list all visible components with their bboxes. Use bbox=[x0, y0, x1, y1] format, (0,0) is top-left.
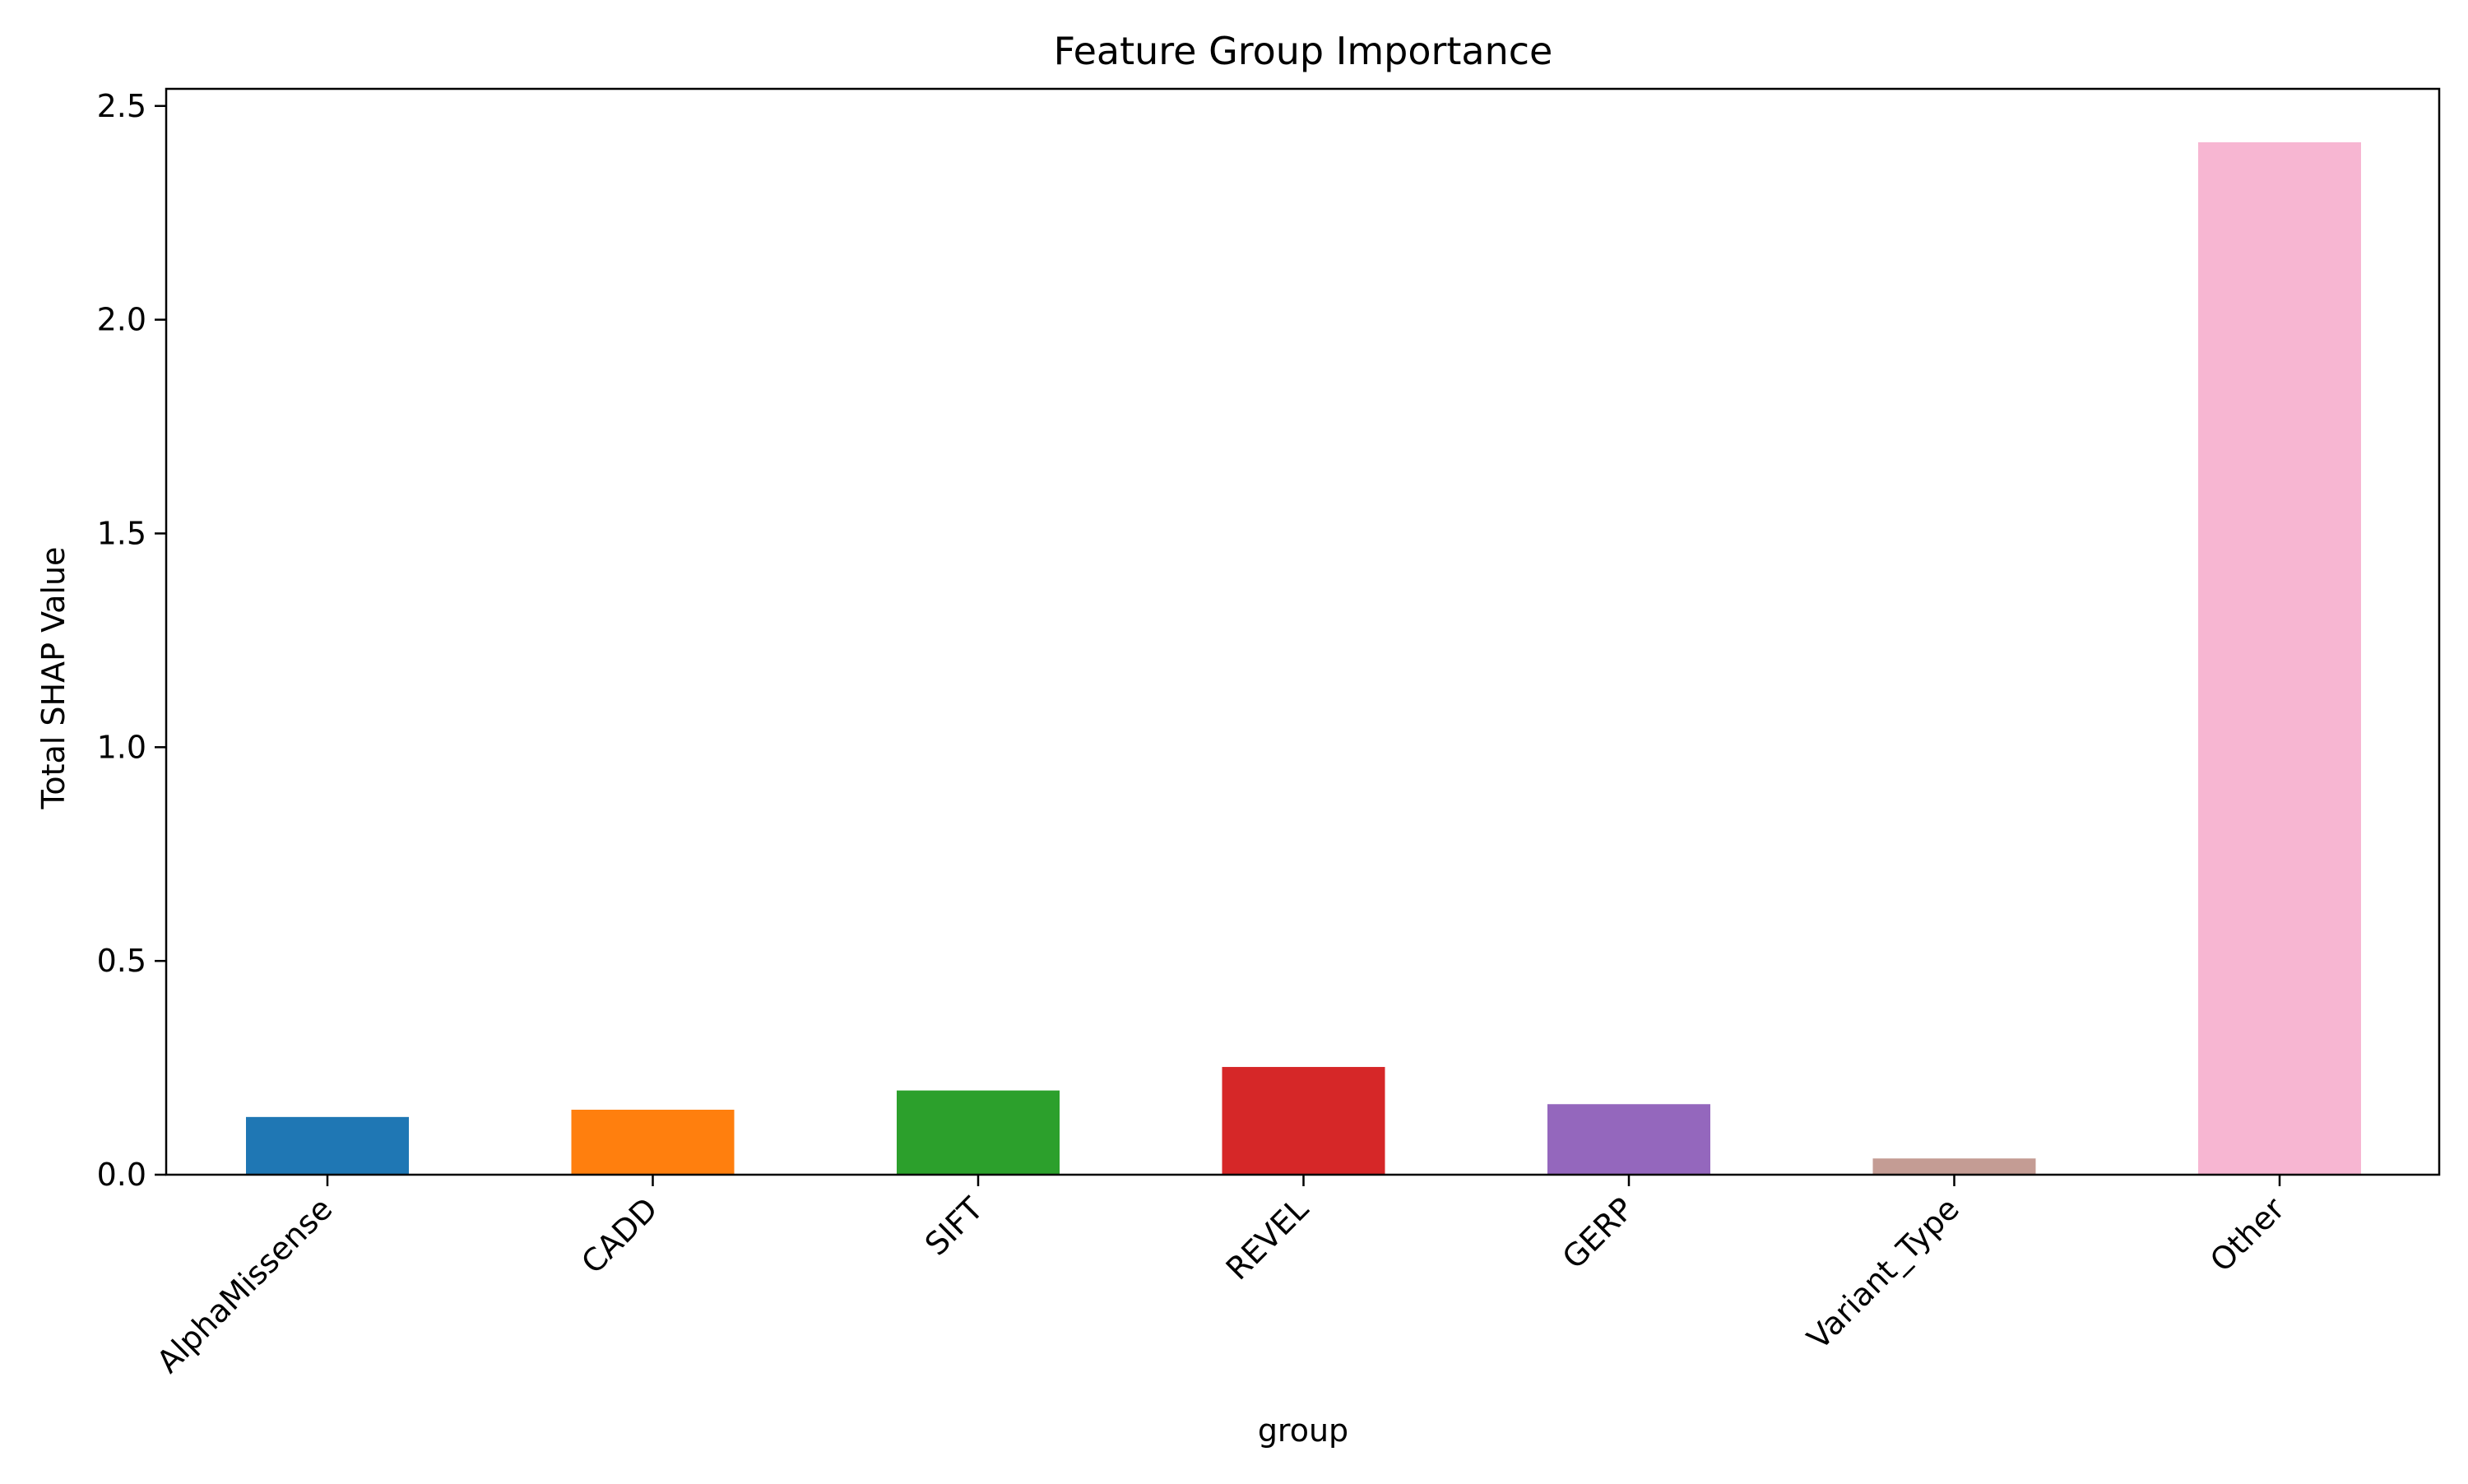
x-axis-label: group bbox=[1258, 1412, 1348, 1449]
y-tick-label: 1.0 bbox=[97, 729, 146, 765]
x-tick-label: CADD bbox=[574, 1190, 665, 1281]
x-tick-label: SIFT bbox=[918, 1190, 990, 1263]
y-tick-label: 2.5 bbox=[97, 88, 146, 124]
bar-gerp bbox=[1547, 1104, 1710, 1175]
y-axis-label: Total SHAP Value bbox=[35, 547, 72, 810]
x-tick-label: Variant_Type bbox=[1800, 1190, 1966, 1356]
bar-revel bbox=[1222, 1067, 1385, 1175]
y-tick-label: 2.0 bbox=[97, 302, 146, 338]
x-tick-label: REVEL bbox=[1219, 1190, 1315, 1287]
x-axis-ticks: AlphaMissense CADD SIFT REVEL GERP Variant_Ty… bbox=[150, 1175, 2292, 1380]
bar-other bbox=[2198, 141, 2361, 1175]
bar-cadd bbox=[571, 1110, 735, 1175]
bar-variant-type bbox=[1872, 1158, 2036, 1175]
bar-sift bbox=[897, 1090, 1060, 1175]
y-tick-label: 1.5 bbox=[97, 515, 146, 551]
x-tick-label: GERP bbox=[1556, 1190, 1641, 1276]
bar-alphamissense bbox=[246, 1116, 409, 1175]
x-tick-label: AlphaMissense bbox=[150, 1190, 339, 1380]
y-tick-label: 0.0 bbox=[97, 1157, 146, 1193]
y-axis-ticks: 0.0 0.5 1.0 1.5 2.0 2.5 bbox=[97, 88, 166, 1193]
chart-title: Feature Group Importance bbox=[1054, 29, 1553, 73]
plot-frame bbox=[165, 87, 2441, 1176]
y-tick-label: 0.5 bbox=[97, 943, 146, 979]
x-tick-label: Other bbox=[2203, 1190, 2292, 1279]
bars-layer bbox=[246, 141, 2361, 1175]
